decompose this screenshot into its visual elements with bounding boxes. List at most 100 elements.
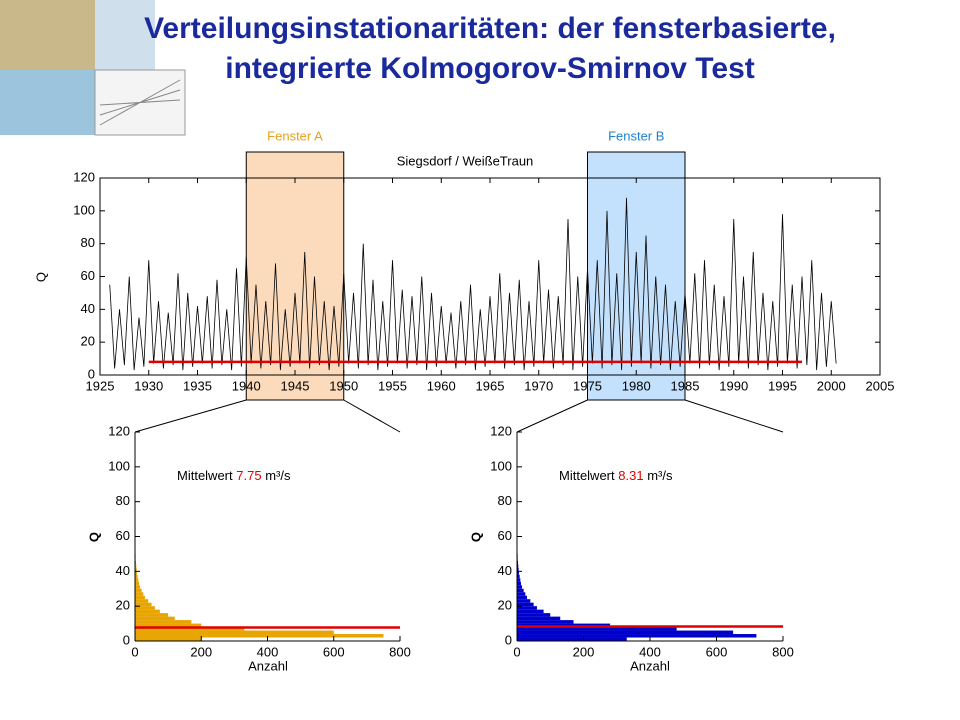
x-tick-label: 2000	[817, 378, 846, 393]
y-tick-label: 80	[498, 493, 512, 508]
x-tick-label: 200	[573, 644, 595, 659]
histogram-bar	[517, 620, 574, 624]
x-tick-label: 1940	[232, 378, 261, 393]
mean-text: Mittelwert	[559, 468, 615, 483]
y-tick-label: 100	[108, 458, 130, 473]
histogram-bar	[517, 609, 544, 614]
y-tick-label: 20	[116, 598, 130, 613]
histogram-bar	[135, 630, 334, 635]
x-axis-label: Anzahl	[248, 658, 288, 673]
histogram-bar	[135, 637, 202, 641]
histogram-bar	[135, 595, 145, 600]
y-tick-label: 60	[498, 528, 512, 543]
y-tick-label: 80	[116, 493, 130, 508]
histogram-bar	[135, 581, 139, 586]
histogram-bar	[517, 585, 522, 589]
x-tick-label: 800	[772, 644, 794, 659]
y-tick-label: 120	[108, 423, 130, 438]
y-axis-label: Q	[86, 532, 101, 542]
y-tick-label: 80	[81, 235, 95, 250]
histogram-bar	[517, 602, 534, 607]
histogram-bar	[517, 627, 677, 631]
mean-annotation: Mittelwert 7.75 m³/s	[177, 468, 291, 483]
mean-text: 7.75	[236, 468, 261, 483]
window-label: Fenster B	[608, 128, 664, 143]
histogram-bar	[517, 630, 734, 635]
y-tick-label: 0	[88, 366, 95, 381]
x-tick-label: 1970	[524, 378, 553, 393]
y-tick-label: 100	[490, 458, 512, 473]
mean-text: m³/s	[647, 468, 673, 483]
x-tick-label: 1945	[281, 378, 310, 393]
mean-text: m³/s	[265, 468, 291, 483]
histogram-bar	[135, 606, 155, 610]
y-tick-label: 0	[123, 632, 130, 647]
connector	[516, 399, 588, 433]
x-tick-label: 800	[389, 644, 411, 659]
x-tick-label: 1930	[134, 378, 163, 393]
plot-frame	[99, 177, 881, 376]
histogram-bar	[135, 616, 175, 621]
histogram-bar	[517, 581, 521, 586]
histogram-bar	[135, 602, 152, 607]
x-tick-label: 400	[257, 644, 279, 659]
y-axis-label: Q	[33, 272, 48, 282]
y-tick-label: 40	[498, 563, 512, 578]
histogram-bar	[517, 613, 551, 617]
histogram-bar	[135, 585, 140, 589]
histogram-bar	[517, 595, 527, 600]
x-tick-label: 1975	[573, 378, 602, 393]
y-tick-label: 60	[116, 528, 130, 543]
histogram-bar	[135, 627, 245, 631]
connector	[684, 399, 784, 433]
x-tick-label: 1955	[378, 378, 407, 393]
slide-title: integrierte Kolmogorov-Smirnov Test	[225, 52, 755, 85]
x-tick-label: 1950	[329, 378, 358, 393]
x-axis-label: Anzahl	[630, 658, 670, 673]
histogram-bar	[135, 609, 160, 614]
window-label: Fenster A	[267, 128, 323, 143]
histogram-bar	[517, 571, 519, 575]
y-tick-label: 120	[490, 423, 512, 438]
histogram-bar	[517, 599, 531, 603]
connector	[134, 399, 247, 433]
x-tick-label: 400	[639, 644, 661, 659]
histogram-bar	[517, 634, 757, 638]
histogram-bar	[135, 571, 137, 575]
histogram-bar	[517, 592, 526, 596]
histogram-bar	[135, 634, 384, 638]
y-tick-label: 20	[81, 334, 95, 349]
x-tick-label: 1960	[427, 378, 456, 393]
histogram-bar	[135, 574, 138, 579]
y-tick-label: 120	[73, 169, 95, 184]
histogram-bar	[135, 613, 169, 617]
mean-text: 8.31	[618, 468, 643, 483]
x-tick-label: 0	[513, 644, 520, 659]
series-line	[109, 197, 837, 371]
connector	[343, 399, 401, 433]
histogram-bar	[517, 606, 537, 610]
y-tick-label: 100	[73, 202, 95, 217]
x-tick-label: 1985	[671, 378, 700, 393]
histogram-bar	[135, 564, 137, 568]
y-axis-label: Q	[468, 532, 483, 542]
y-tick-label: 60	[81, 268, 95, 283]
histogram-bar	[517, 637, 627, 641]
histogram-bar	[135, 588, 142, 593]
x-tick-label: 2005	[866, 378, 895, 393]
histogram-bar	[135, 567, 137, 572]
mean-text: Mittelwert	[177, 468, 233, 483]
y-tick-label: 0	[505, 632, 512, 647]
histogram-bar	[135, 578, 139, 582]
x-tick-label: 1965	[476, 378, 505, 393]
histogram-bar	[517, 574, 520, 579]
x-tick-label: 1980	[622, 378, 651, 393]
x-tick-label: 600	[706, 644, 728, 659]
histogram-bar	[517, 567, 519, 572]
histogram-bar	[135, 599, 149, 603]
x-tick-label: 0	[131, 644, 138, 659]
window	[245, 151, 345, 401]
histogram-bar	[517, 578, 521, 582]
histogram-bar	[517, 588, 524, 593]
x-tick-label: 1925	[86, 378, 115, 393]
